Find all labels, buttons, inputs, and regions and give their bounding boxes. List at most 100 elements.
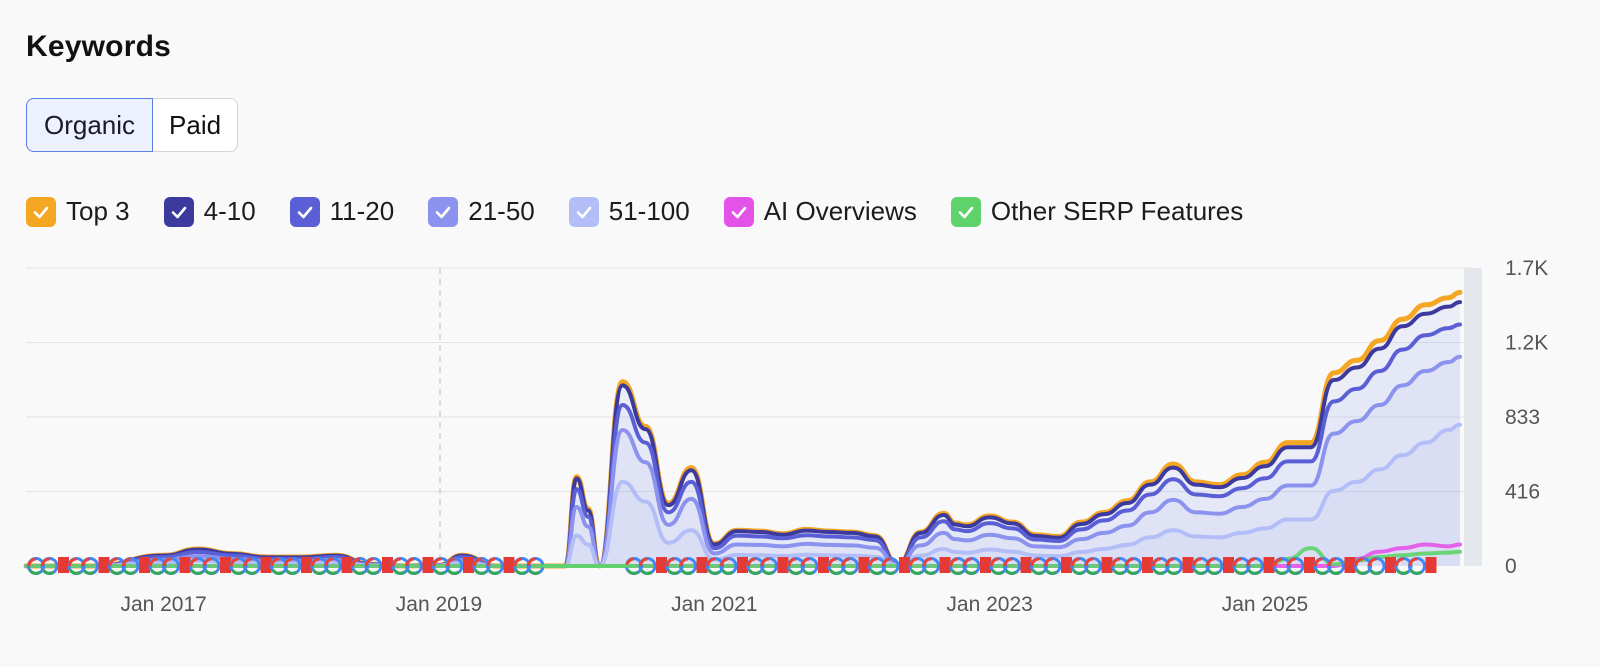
area-4-10 (26, 302, 1460, 566)
google-arc-green (406, 569, 419, 575)
google-arc-green (680, 569, 693, 575)
checkbox-icon (289, 196, 320, 227)
google-arc-red (1111, 557, 1121, 567)
google-arc-red (1395, 557, 1404, 567)
google-icon (719, 557, 738, 575)
x-tick-label: Jan 2025 (1222, 593, 1308, 616)
google-arc-green (1072, 569, 1085, 575)
google-arc-green (761, 569, 774, 575)
google-icon (679, 557, 697, 575)
google-arc-green (667, 569, 680, 575)
google-icon (638, 557, 657, 575)
legend-item-21-50[interactable]: 21-50 (428, 196, 535, 227)
google-arc-green (514, 569, 527, 575)
google-arc-green (28, 569, 41, 575)
flag-icon (1344, 557, 1356, 573)
google-arc-red (189, 557, 199, 567)
google-icon (121, 557, 140, 575)
flag-icon (382, 557, 393, 573)
flag-icon (179, 557, 191, 573)
legend-item-11-20[interactable]: 11-20 (289, 196, 395, 227)
serp-markers (27, 557, 1437, 575)
legend-label: Top 3 (66, 196, 130, 226)
google-arc-red (720, 557, 729, 567)
google-icon (760, 557, 778, 575)
google-arc-red (666, 557, 675, 567)
flag-icon (139, 557, 150, 573)
google-icon (881, 557, 900, 575)
google-arc-red (1165, 557, 1175, 567)
google-arc-red (311, 557, 320, 567)
flag-icon (260, 557, 272, 573)
chart-legend: Top 3 4-10 11-20 21-50 51-100 AI Overvie… (26, 196, 1277, 227)
google-arc-red (747, 557, 756, 567)
flag-icon (899, 557, 910, 573)
google-arc-green (829, 569, 842, 575)
tab-organic[interactable]: Organic (26, 98, 154, 152)
x-tick-label: Jan 2019 (396, 593, 482, 616)
google-icon (1286, 557, 1305, 575)
legend-label: 11-20 (329, 196, 395, 226)
legend-item-51-100[interactable]: 51-100 (568, 196, 690, 227)
google-arc-red (365, 557, 374, 567)
google-icon (800, 557, 819, 575)
google-arc-red (787, 557, 797, 567)
tab-paid[interactable]: Paid (153, 98, 239, 152)
google-arc-red (909, 557, 918, 567)
google-arc-green (640, 569, 653, 575)
google-arc-red (230, 557, 239, 567)
google-icon (405, 557, 423, 575)
google-icon (162, 557, 180, 575)
flag-icon (818, 557, 829, 573)
google-icon (746, 557, 765, 575)
google-arc-green (123, 569, 136, 575)
google-arc-red (1084, 557, 1094, 567)
google-icon (1165, 557, 1183, 575)
google-arc-green (1355, 569, 1368, 575)
google-arc-red (284, 557, 293, 567)
google-arc-red (351, 557, 361, 567)
google-arc-red (473, 557, 482, 567)
flag-icon (737, 557, 748, 573)
google-icon (81, 557, 99, 575)
google-arc-red (486, 557, 496, 567)
legend-label: AI Overviews (763, 196, 917, 226)
google-arc-red (1030, 557, 1040, 567)
y-tick-label: 0 (1505, 555, 1517, 578)
google-arc-red (1246, 557, 1256, 567)
keywords-chart: 0 416 833 1.2K 1.7K Jan 2017 Jan 2019 Jan 2021… (23, 257, 1548, 616)
google-arc-red (1314, 557, 1323, 567)
checkbox-icon (163, 196, 194, 227)
google-arc-red (162, 557, 172, 567)
legend-item-4-10[interactable]: 4-10 (163, 196, 256, 227)
flag-icon (1101, 557, 1113, 573)
legend-item-top-3[interactable]: Top 3 (26, 196, 130, 227)
google-arc-green (950, 569, 963, 575)
google-arc-green (109, 569, 122, 575)
google-arc-green (923, 569, 936, 575)
google-arc-red (108, 557, 118, 567)
google-arc-red (1233, 557, 1242, 567)
google-arc-green (393, 569, 406, 575)
google-arc-green (1288, 569, 1301, 575)
legend-label: Other SERP Features (990, 196, 1244, 226)
google-arc-green (1207, 569, 1220, 575)
google-icon (1408, 557, 1426, 575)
legend-item-ai-overviews[interactable]: AI Overviews (723, 196, 917, 227)
google-arc-red (122, 557, 131, 567)
google-icon (324, 557, 342, 575)
google-icon (1205, 557, 1224, 575)
google-arc-green (190, 569, 203, 575)
google-arc-red (963, 557, 972, 567)
google-arc-red (41, 557, 50, 567)
google-arc-red (1287, 557, 1296, 567)
google-icon (1327, 557, 1345, 575)
google-arc-green (352, 569, 365, 575)
google-arc-green (1234, 569, 1247, 575)
legend-item-other-serp-features[interactable]: Other SERP Features (950, 196, 1244, 227)
google-arc-green (487, 569, 500, 575)
checkbox-icon (723, 196, 754, 227)
tab-group: Organic Paid (26, 98, 239, 152)
google-arc-red (706, 557, 716, 567)
google-arc-green (528, 569, 541, 575)
